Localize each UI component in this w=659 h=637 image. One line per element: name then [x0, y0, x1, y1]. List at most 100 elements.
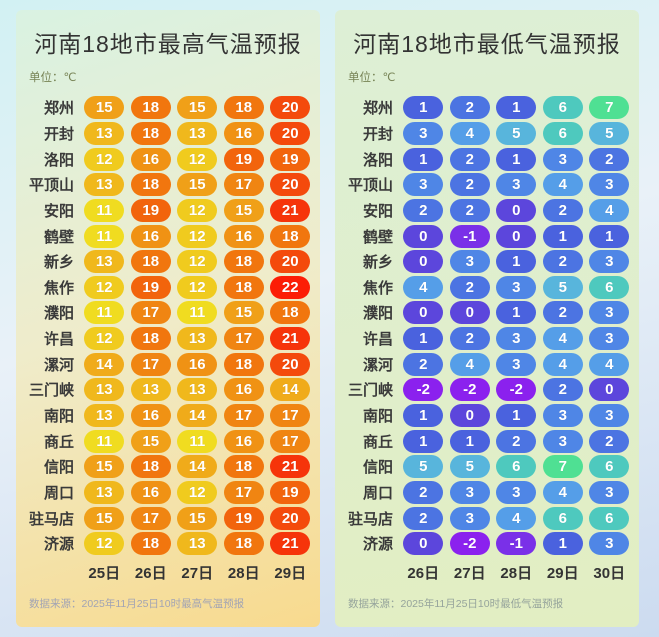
temp-pill: 0 [449, 404, 490, 427]
city-label: 三门峡 [347, 382, 393, 400]
temp-pill: -2 [496, 378, 537, 402]
city-row: 洛阳 12 16 12 19 19 [21, 146, 315, 172]
temp-pill: 16 [130, 404, 171, 427]
temp-pill: 4 [589, 352, 630, 376]
temp-pill: 15 [177, 96, 218, 120]
temp-pill: 16 [130, 147, 171, 171]
temp-pill: 5 [542, 275, 583, 299]
temp-pill: 7 [542, 455, 583, 479]
temp-pill: 3 [496, 352, 537, 376]
temp-pill: -2 [449, 378, 490, 402]
temp-pill: 2 [403, 480, 444, 504]
city-row: 南阳 13 16 14 17 17 [21, 403, 315, 429]
city-label: 平顶山 [347, 177, 393, 195]
temp-pill: 13 [84, 404, 125, 427]
temp-pill: 2 [449, 327, 490, 351]
date-label: 28日 [500, 564, 533, 582]
temp-pill: 2 [496, 429, 537, 453]
data-source: 数据来源：2025年11月25日10时最低气温预报 [348, 597, 564, 610]
temp-pill: 17 [270, 404, 311, 427]
temp-pill: 2 [542, 378, 583, 402]
temp-pill: 0 [496, 198, 537, 222]
city-row: 郑州 15 18 15 18 20 [21, 95, 315, 121]
city-row: 南阳 1 0 1 3 3 [340, 403, 634, 429]
temp-pill: 14 [84, 352, 125, 376]
temp-pill: 6 [589, 455, 630, 479]
temp-pill: 3 [449, 506, 490, 530]
temp-pill: 11 [84, 198, 125, 222]
temp-pill: 12 [84, 147, 125, 171]
city-row: 济源 12 18 13 18 21 [21, 531, 315, 557]
city-row: 濮阳 11 17 11 15 18 [21, 300, 315, 326]
temp-pill: 3 [589, 250, 630, 274]
temp-pill: 14 [270, 378, 311, 402]
city-row: 焦作 4 2 3 5 6 [340, 274, 634, 300]
temp-pill: 15 [223, 198, 264, 222]
temp-pill: 19 [223, 506, 264, 530]
temp-pill: 15 [130, 429, 171, 453]
temp-pill: 1 [589, 224, 630, 248]
temp-pill: 13 [84, 250, 125, 274]
city-row: 三门峡 13 13 13 16 14 [21, 377, 315, 403]
city-label: 平顶山 [28, 177, 74, 195]
city-label: 许昌 [43, 331, 74, 349]
temp-pill: 20 [270, 506, 311, 530]
temp-pill: 18 [130, 327, 171, 351]
temp-pill: 3 [496, 275, 537, 299]
temp-pill: 20 [270, 96, 311, 120]
temp-pill: 3 [542, 429, 583, 453]
city-row: 安阳 11 19 12 15 21 [21, 198, 315, 224]
temp-pill: 6 [589, 275, 630, 299]
temp-pill: 3 [496, 327, 537, 351]
temp-pill: 2 [542, 198, 583, 222]
temp-pill: 1 [496, 301, 537, 325]
temp-pill: 3 [403, 121, 444, 145]
temp-pill: 2 [449, 147, 490, 171]
temp-pill: 16 [130, 480, 171, 504]
dates-row: 25日 26日 27日 28日 29日 [21, 562, 315, 583]
temp-pill: 20 [270, 121, 311, 145]
temp-pill: -2 [403, 378, 444, 402]
city-label: 郑州 [43, 100, 74, 118]
temp-pill: 12 [177, 198, 218, 222]
temp-pill: 13 [84, 173, 125, 197]
temp-pill: 19 [223, 147, 264, 171]
temp-pill: 3 [589, 404, 630, 427]
temp-pill: 19 [130, 198, 171, 222]
city-label: 安阳 [362, 202, 393, 220]
temp-pill: 12 [177, 250, 218, 274]
temp-pill: 0 [403, 250, 444, 274]
city-label: 三门峡 [28, 382, 74, 400]
temp-pill: 2 [589, 429, 630, 453]
temp-pill: 12 [177, 480, 218, 504]
temp-pill: 18 [223, 532, 264, 556]
date-label: 30日 [593, 564, 626, 582]
temp-pill: -1 [449, 224, 490, 248]
temp-pill: 4 [449, 352, 490, 376]
temp-pill: 4 [496, 506, 537, 530]
temp-pill: 13 [84, 121, 125, 145]
temp-pill: 4 [403, 275, 444, 299]
city-label: 济源 [362, 536, 393, 554]
temp-pill: 16 [223, 378, 264, 402]
city-label: 濮阳 [43, 305, 74, 323]
date-label: 27日 [453, 564, 486, 582]
temp-pill: 1 [496, 250, 537, 274]
city-row: 信阳 15 18 14 18 21 [21, 454, 315, 480]
temp-pill: 17 [223, 173, 264, 197]
city-row: 平顶山 3 2 3 4 3 [340, 172, 634, 198]
temp-pill: 2 [403, 352, 444, 376]
city-label: 漯河 [43, 356, 74, 374]
city-label: 开封 [43, 125, 74, 143]
city-label: 驻马店 [347, 510, 393, 528]
temp-pill: 1 [403, 96, 444, 120]
temp-pill: 3 [589, 327, 630, 351]
temp-pill: 2 [449, 275, 490, 299]
temp-pill: 17 [130, 301, 171, 325]
temp-pill: 16 [130, 224, 171, 248]
temp-pill: 15 [177, 506, 218, 530]
temp-pill: 3 [449, 480, 490, 504]
city-row: 商丘 1 1 2 3 2 [340, 428, 634, 454]
temp-pill: 0 [589, 378, 630, 402]
